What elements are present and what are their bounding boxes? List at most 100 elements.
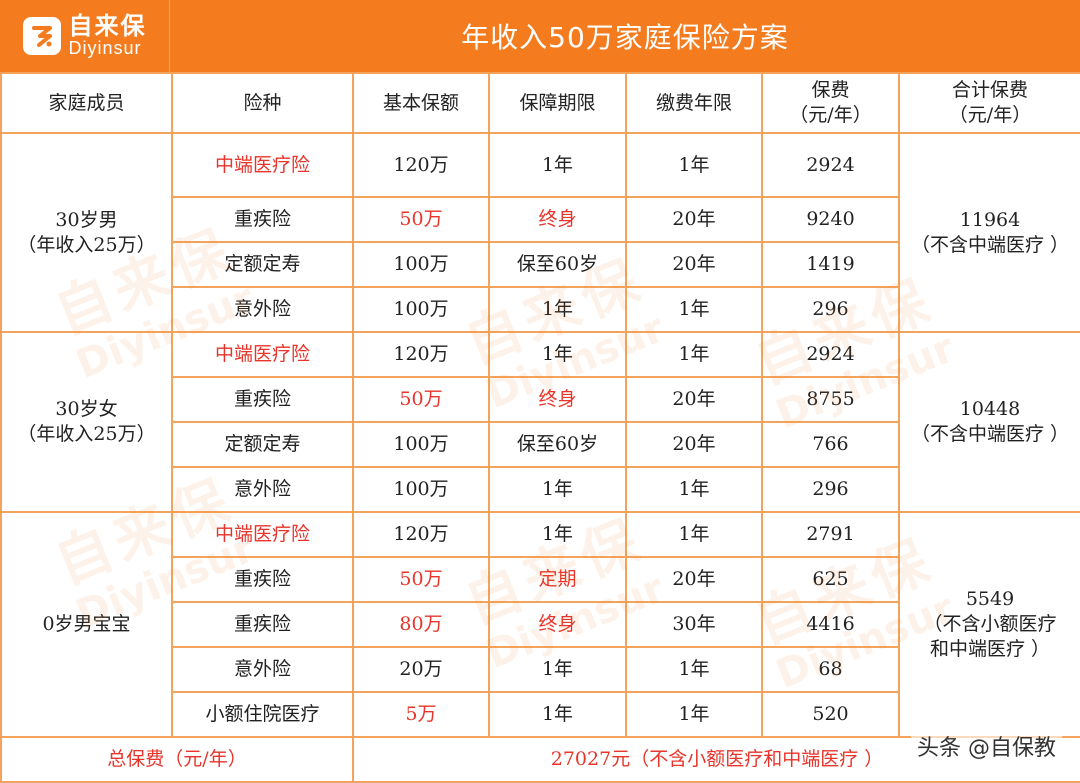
table-row: 定额定寿 100万 保至60岁 20年 766 xyxy=(1,421,1080,468)
coverage-term: 1年 xyxy=(488,646,627,693)
coverage-term: 保至60岁 xyxy=(488,241,627,288)
coverage-amount: 120万 xyxy=(352,132,490,198)
table-row: 重疾险 50万 定期 20年 625 xyxy=(1,556,1080,603)
coverage-amount: 5万 xyxy=(352,691,490,738)
coverage-term: 保至60岁 xyxy=(488,421,627,468)
coverage-amount: 120万 xyxy=(352,511,490,558)
payment-years: 20年 xyxy=(625,376,763,423)
premium: 2791 xyxy=(761,511,900,558)
coverage-term: 终身 xyxy=(488,196,627,243)
premium: 1419 xyxy=(761,241,900,288)
header-premium-line2: （元/年） xyxy=(789,104,872,126)
payment-years: 1年 xyxy=(625,286,763,333)
insurance-type: 重疾险 xyxy=(171,376,354,423)
coverage-term: 1年 xyxy=(488,132,627,198)
coverage-amount: 50万 xyxy=(352,196,490,243)
insurance-type: 意外险 xyxy=(171,646,354,693)
header-amount: 基本保额 xyxy=(352,72,490,134)
table-row: 定额定寿 100万 保至60岁 20年 1419 xyxy=(1,241,1080,288)
total-premium-note-2: 和中端医疗 ） xyxy=(929,637,1051,660)
table-row: 重疾险 50万 终身 20年 8755 xyxy=(1,376,1080,423)
header-total-line2: （元/年） xyxy=(948,104,1032,126)
header-premium: 保费 （元/年） xyxy=(761,72,900,134)
table-row: 30岁男 （年收入25万） 中端医疗险 120万 1年 1年 2924 1196… xyxy=(0,132,1080,333)
payment-years: 30年 xyxy=(625,601,763,648)
payment-years: 1年 xyxy=(625,466,763,513)
insurance-type: 重疾险 xyxy=(171,601,354,648)
insurance-type: 意外险 xyxy=(171,466,354,513)
premium: 766 xyxy=(761,421,900,468)
page-title: 年收入50万家庭保险方案 xyxy=(461,21,789,54)
coverage-term: 1年 xyxy=(488,466,627,513)
premium: 68 xyxy=(761,646,900,693)
total-premium-value: 11964 xyxy=(959,208,1021,231)
payment-years: 1年 xyxy=(625,691,763,738)
header-total-line1: 合计保费 xyxy=(951,79,1028,102)
coverage-amount: 100万 xyxy=(352,241,490,288)
payment-years: 20年 xyxy=(625,196,763,243)
premium: 8755 xyxy=(761,376,900,423)
coverage-term: 1年 xyxy=(488,511,627,558)
brand-name-en: Diyinsur xyxy=(68,38,142,59)
payment-years: 1年 xyxy=(625,331,763,378)
table-header-row: 家庭成员 险种 基本保额 保障期限 缴费年限 保费 （元/年） 合计保费 （元/… xyxy=(0,72,1080,134)
premium: 520 xyxy=(761,691,900,738)
payment-years: 20年 xyxy=(625,241,763,288)
coverage-term: 1年 xyxy=(488,286,627,333)
insurance-type: 中端医疗险 xyxy=(171,132,354,198)
total-premium-value: 5549 xyxy=(965,588,1015,611)
member-cell: 30岁男 （年收入25万） xyxy=(0,132,173,333)
header-premium-line1: 保费 xyxy=(811,79,850,102)
coverage-amount: 80万 xyxy=(352,601,490,648)
coverage-term: 终身 xyxy=(488,601,627,648)
insurance-type: 重疾险 xyxy=(171,556,354,603)
table-row: 意外险 100万 1年 1年 296 xyxy=(1,466,1080,513)
payment-years: 1年 xyxy=(625,646,763,693)
member-income: （年收入25万） xyxy=(17,233,156,256)
source-credit: 头条 @自保教 xyxy=(911,730,1062,762)
header-total: 合计保费 （元/年） xyxy=(898,72,1080,134)
member-name: 30岁男 xyxy=(55,208,118,231)
member-name: 0岁男宝宝 xyxy=(42,613,131,636)
coverage-amount: 20万 xyxy=(352,646,490,693)
premium: 2924 xyxy=(761,331,900,378)
table-row: 重疾险 80万 终身 30年 4416 xyxy=(1,601,1080,648)
header-pay-years: 缴费年限 xyxy=(625,72,763,134)
coverage-amount: 120万 xyxy=(352,331,490,378)
coverage-term: 1年 xyxy=(488,691,627,738)
payment-years: 20年 xyxy=(625,556,763,603)
payment-years: 20年 xyxy=(625,421,763,468)
insurance-plan-table: 家庭成员 险种 基本保额 保障期限 缴费年限 保费 （元/年） 合计保费 （元/… xyxy=(0,72,1080,783)
header-member: 家庭成员 xyxy=(0,72,173,134)
header-type: 险种 xyxy=(171,72,354,134)
member-cell: 30岁女 （年收入25万） xyxy=(0,331,173,513)
premium: 296 xyxy=(761,286,900,333)
total-label: 总保费（元/年） xyxy=(0,736,354,783)
coverage-term: 定期 xyxy=(488,556,627,603)
coverage-amount: 100万 xyxy=(352,421,490,468)
total-premium-cell: 5549 （不含小额医疗 和中端医疗 ） xyxy=(898,511,1080,738)
total-premium-note: （不含中端医疗 ） xyxy=(910,423,1070,445)
total-premium-note: （不含小额医疗 xyxy=(923,613,1057,636)
total-premium-note: （不含中端医疗 ） xyxy=(910,233,1070,256)
table-row: 意外险 100万 1年 1年 296 xyxy=(1,286,1080,333)
premium: 625 xyxy=(761,556,900,603)
payment-years: 1年 xyxy=(625,511,763,558)
premium: 2924 xyxy=(761,132,900,198)
coverage-amount: 100万 xyxy=(352,466,490,513)
premium: 296 xyxy=(761,466,900,513)
total-premium-cell: 10448 （不含中端医疗 ） xyxy=(898,331,1080,513)
coverage-amount: 50万 xyxy=(352,556,490,603)
payment-years: 1年 xyxy=(625,132,763,198)
total-premium-value: 10448 xyxy=(959,398,1021,421)
insurance-type: 中端医疗险 xyxy=(171,511,354,558)
table-row: 意外险 20万 1年 1年 68 xyxy=(1,646,1080,693)
table-row: 0岁男宝宝 中端医疗险 120万 1年 1年 2791 5549 （不含小额医疗… xyxy=(0,511,1080,738)
insurance-type: 小额住院医疗 xyxy=(171,691,354,738)
coverage-amount: 50万 xyxy=(352,376,490,423)
table-row: 重疾险 50万 终身 20年 9240 xyxy=(1,196,1080,243)
premium: 4416 xyxy=(761,601,900,648)
insurance-type: 重疾险 xyxy=(171,196,354,243)
brand-name-cn: 自来保 xyxy=(68,11,147,40)
insurance-type: 意外险 xyxy=(171,286,354,333)
